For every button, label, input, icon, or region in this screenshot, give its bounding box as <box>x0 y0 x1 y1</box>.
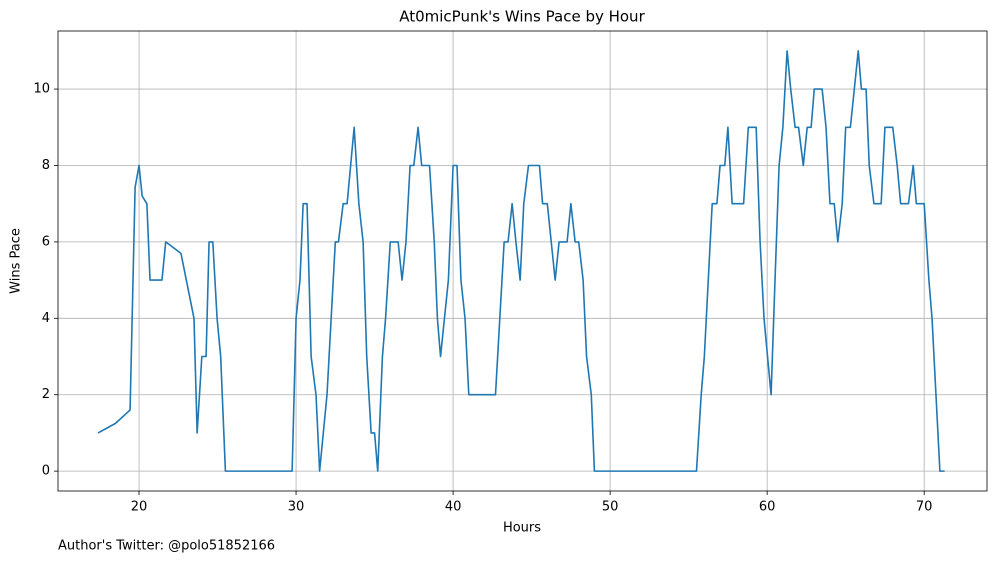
y-axis-label: Wins Pace <box>9 228 24 294</box>
x-tick-label: 40 <box>445 500 462 515</box>
y-tick-label: 6 <box>42 234 50 249</box>
x-tick-label: 70 <box>916 500 933 515</box>
x-tick-label: 50 <box>602 500 619 515</box>
x-tick-label: 60 <box>759 500 776 515</box>
y-tick-label: 2 <box>42 387 50 402</box>
chart-title: At0micPunk's Wins Pace by Hour <box>399 8 645 26</box>
plot-frame <box>57 30 988 492</box>
y-tick-label: 4 <box>42 311 50 326</box>
x-tick-label: 30 <box>288 500 305 515</box>
footnote: Author's Twitter: @polo51852166 <box>58 539 275 554</box>
x-axis-label: Hours <box>503 521 541 536</box>
x-tick-label: 20 <box>131 500 148 515</box>
y-tick-label: 8 <box>42 158 50 173</box>
y-tick-label: 0 <box>42 464 50 479</box>
y-tick-label: 10 <box>33 82 50 97</box>
data-line <box>97 50 945 472</box>
